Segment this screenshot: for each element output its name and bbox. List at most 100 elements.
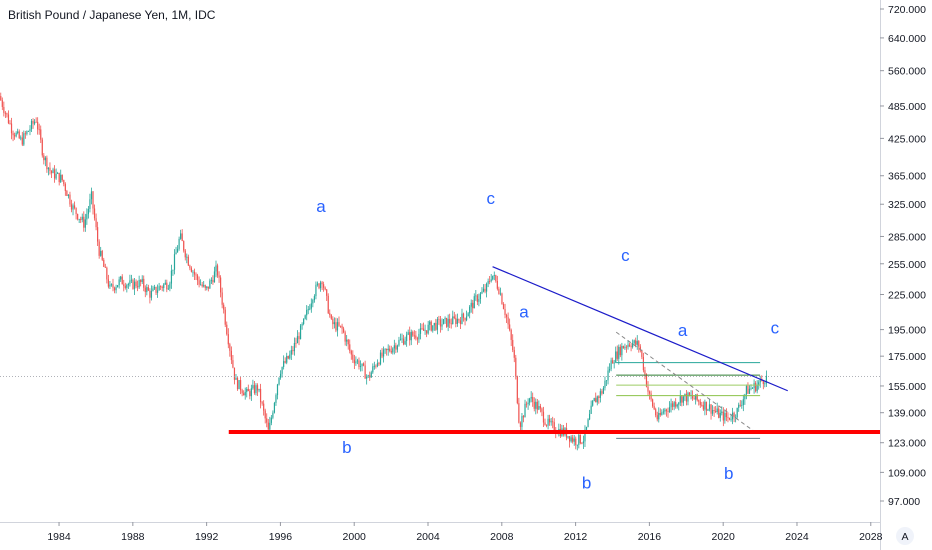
wave-label: a [519, 302, 529, 321]
y-tick-label: 175.000 [888, 351, 926, 363]
wave-labels: a c b a c b a c b [316, 189, 779, 492]
candle-body [410, 331, 412, 341]
candle-body [550, 421, 552, 423]
wave-label: c [486, 189, 495, 208]
candle-body [176, 248, 179, 253]
candle-body [570, 437, 572, 442]
candle-body [390, 351, 392, 353]
candle-body [104, 266, 106, 268]
candle-body [704, 401, 706, 410]
candle-body [362, 363, 365, 366]
auto-scale-button[interactable] [896, 527, 914, 545]
candle-body [263, 403, 265, 411]
candle-body [444, 317, 446, 320]
candle-body [727, 417, 729, 418]
candle-body [78, 219, 80, 220]
candle-body [60, 174, 62, 183]
candle-body [652, 399, 654, 407]
candle-body [132, 279, 134, 289]
candle-body [441, 324, 443, 327]
candle-body [66, 190, 68, 197]
candle-body [432, 325, 434, 331]
candle-body [93, 208, 96, 219]
candle-body [736, 407, 738, 418]
x-tick-label: 2012 [564, 531, 588, 543]
candle-body [372, 366, 374, 373]
candle-body [70, 204, 73, 210]
candle-body [738, 404, 740, 408]
wave-label: b [342, 438, 351, 457]
candle-body [438, 319, 440, 320]
candle-body [650, 393, 652, 400]
candle-body [186, 256, 188, 258]
candle-body [370, 372, 372, 378]
candle-body [269, 422, 271, 430]
y-tick-label: 720.000 [888, 4, 926, 16]
candle-body [240, 380, 242, 391]
candle-body [155, 286, 157, 293]
candle-body [719, 412, 721, 418]
candle-body [124, 286, 126, 288]
candle-body [192, 271, 194, 273]
candle-body [173, 254, 176, 270]
candle-body [118, 279, 120, 286]
candle-body [446, 317, 448, 327]
candle-body [216, 265, 219, 276]
candle-body [744, 394, 746, 400]
candle-body [213, 271, 216, 283]
price-series [0, 92, 767, 451]
candle-body [458, 319, 460, 321]
candle-body [143, 278, 145, 288]
candle-body [759, 378, 761, 383]
candle-body [747, 385, 749, 394]
candle-body [519, 422, 522, 427]
price-axis[interactable]: 720.000 640.000 560.000 485.000 425.000 365.0… [880, 4, 926, 508]
candle-body [745, 385, 748, 395]
candle-body [490, 279, 492, 282]
candle-body [0, 96, 2, 101]
candle-body [196, 275, 199, 281]
candle-body [625, 346, 628, 348]
candle-body [659, 413, 661, 415]
candle-body [153, 286, 156, 289]
candle-body [43, 155, 45, 161]
time-axis[interactable]: 1984 1988 1992 1996 2000 2004 2008 2012 2016 2020… [47, 522, 883, 543]
candle-body [284, 361, 286, 363]
candle-body [461, 313, 463, 324]
candle-body [156, 290, 159, 293]
candle-body [628, 344, 631, 346]
candle-body [507, 317, 509, 325]
candle-body [545, 424, 548, 426]
candle-body [163, 284, 165, 288]
candle-body [72, 205, 74, 210]
candle-body [678, 402, 680, 405]
auto-scale-label[interactable]: A [901, 531, 908, 543]
candle-body [246, 388, 248, 392]
candle-body [38, 129, 40, 131]
candle-body [261, 402, 263, 404]
candle-body [525, 403, 528, 405]
candle-body [73, 205, 76, 208]
candle-body [396, 345, 399, 350]
candle-body [748, 388, 751, 394]
candle-body [347, 339, 349, 345]
candle-body [430, 321, 432, 331]
candle-body [702, 405, 704, 410]
candle-body [756, 384, 758, 392]
candle-body [339, 325, 342, 327]
candle-body [439, 319, 442, 327]
candle-body [684, 393, 686, 397]
candle-body [376, 363, 379, 367]
candle-body [510, 329, 512, 340]
candle-body [313, 296, 315, 301]
candle-body [121, 276, 123, 285]
candle-body [481, 291, 483, 294]
candle-body [30, 120, 33, 130]
wave-label: c [621, 246, 630, 265]
candle-body [266, 418, 268, 423]
candle-body [529, 398, 531, 403]
candle-body [329, 313, 331, 316]
candle-body [206, 286, 208, 288]
candle-body [107, 279, 109, 287]
